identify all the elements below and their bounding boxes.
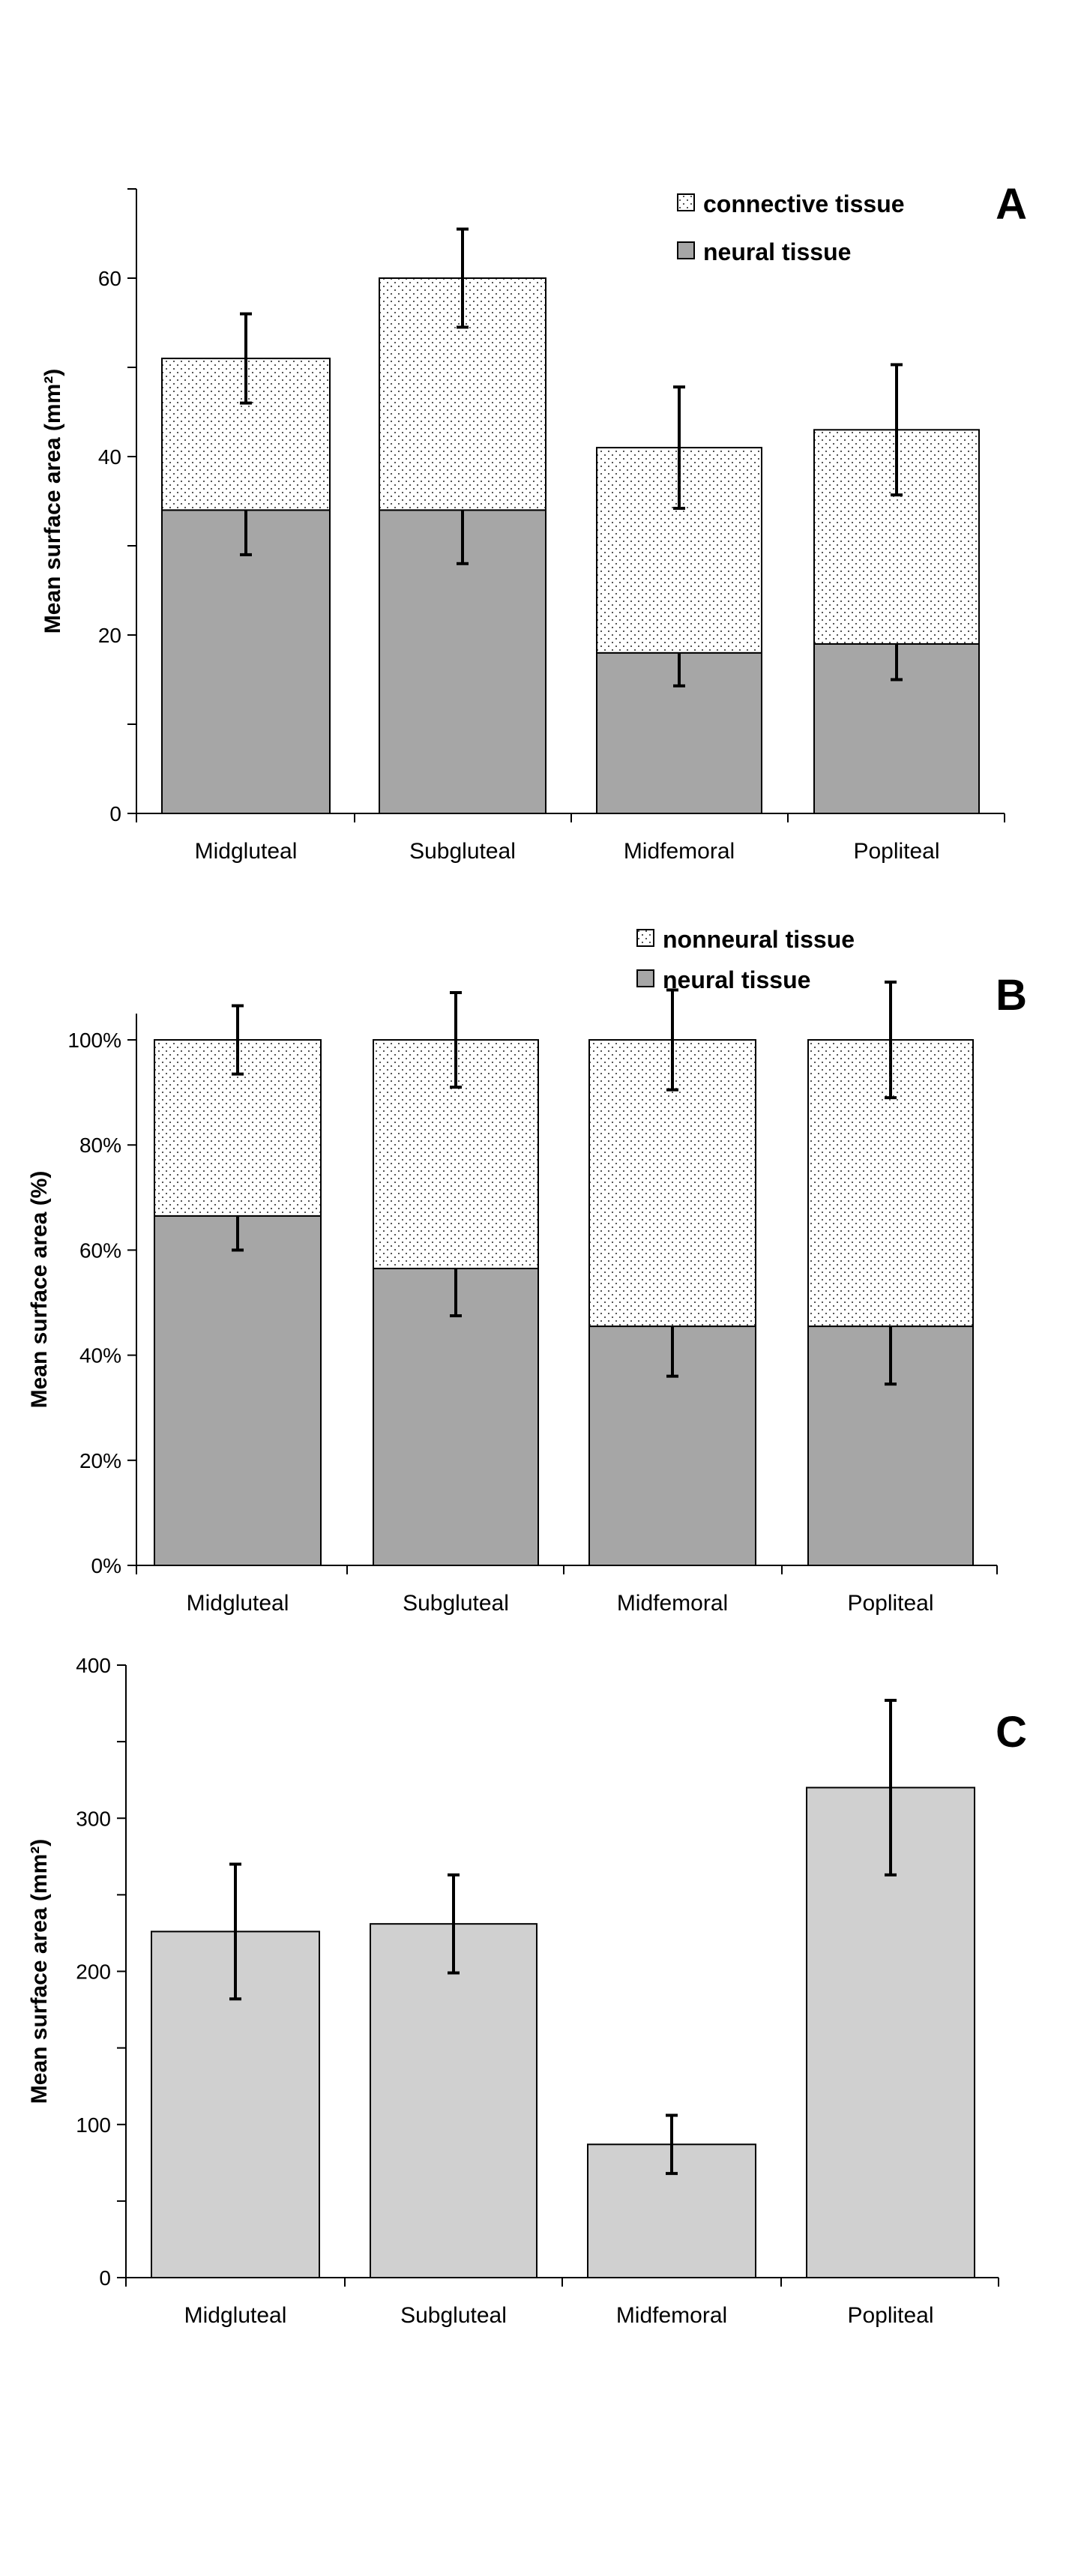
y-tick-label: 100% bbox=[67, 1029, 121, 1052]
panel-letter: C bbox=[996, 1708, 1027, 1757]
bar-neural-tissue-midgluteal bbox=[161, 509, 331, 815]
y-tick-label: 0 bbox=[99, 2266, 111, 2290]
y-tick-label: 0% bbox=[91, 1554, 121, 1577]
chart-panel-b: Midgluteal Subgluteal Midfemoral Popliteal 0… bbox=[27, 926, 1027, 1616]
error-bar bbox=[885, 1698, 897, 1877]
panel-letter: B bbox=[996, 971, 1027, 1020]
y-tick-label: 80% bbox=[79, 1134, 121, 1157]
legend-swatch bbox=[677, 241, 695, 259]
error-bar bbox=[666, 988, 678, 1092]
y-tick-label: 100 bbox=[76, 2113, 111, 2137]
y-tick-label: 0 bbox=[109, 802, 121, 825]
x-tick-label: Midfemoral bbox=[616, 2303, 727, 2328]
error-bar bbox=[457, 227, 469, 329]
x-tick-label: Midgluteal bbox=[195, 839, 298, 864]
y-tick-label: 40% bbox=[79, 1344, 121, 1367]
legend-label: nonneural tissue bbox=[663, 926, 855, 953]
legend-label: connective tissue bbox=[703, 190, 905, 217]
y-axis-label: Mean surface area (mm²) bbox=[40, 369, 65, 634]
error-bar bbox=[229, 1862, 241, 2001]
chart-panel-a: Midgluteal Subgluteal Midfemoral Popliteal 0… bbox=[40, 180, 1027, 864]
legend-item: neural tissue bbox=[677, 238, 851, 265]
legend-label: neural tissue bbox=[663, 966, 810, 993]
x-tick-label: Midgluteal bbox=[187, 1591, 289, 1616]
y-axis-label: Mean surface area (%) bbox=[27, 1171, 52, 1409]
bar-neural-tissue-subgluteal bbox=[373, 1267, 539, 1566]
x-tick-label: Subgluteal bbox=[403, 1591, 509, 1616]
x-tick-label: Midfemoral bbox=[617, 1591, 728, 1616]
error-bar bbox=[891, 363, 903, 497]
y-tick-label: 20% bbox=[79, 1449, 121, 1472]
error-bar bbox=[240, 312, 252, 405]
legend-item: nonneural tissue bbox=[636, 926, 855, 953]
y-tick-label: 20 bbox=[98, 624, 121, 647]
error-bar bbox=[673, 385, 685, 511]
y-tick-label: 60 bbox=[98, 267, 121, 290]
legend-swatch bbox=[636, 969, 654, 987]
y-tick-label: 60% bbox=[79, 1239, 121, 1262]
charts: Midgluteal Subgluteal Midfemoral Popliteal 0… bbox=[27, 180, 1027, 2328]
chart-panel-c: Midgluteal Subgluteal Midfemoral Popliteal 0… bbox=[27, 1654, 1027, 2328]
x-tick-label: Midgluteal bbox=[184, 2303, 287, 2328]
error-bar bbox=[450, 990, 462, 1089]
y-axis-label: Mean surface area (mm²) bbox=[27, 1839, 52, 2104]
error-bar bbox=[232, 1004, 244, 1076]
x-tick-label: Popliteal bbox=[853, 839, 939, 864]
y-tick-label: 200 bbox=[76, 1960, 111, 1984]
legend-label: neural tissue bbox=[703, 238, 851, 265]
legend-swatch bbox=[636, 929, 654, 947]
x-tick-label: Midfemoral bbox=[624, 839, 735, 864]
legend-swatch bbox=[677, 193, 695, 211]
x-tick-label: Subgluteal bbox=[409, 839, 516, 864]
y-tick-label: 300 bbox=[76, 1807, 111, 1830]
y-tick-label: 400 bbox=[76, 1654, 111, 1677]
x-tick-label: Popliteal bbox=[847, 2303, 933, 2328]
error-bar bbox=[448, 1873, 460, 1975]
legend-item: neural tissue bbox=[636, 966, 810, 993]
bar-neural-tissue-midgluteal bbox=[154, 1215, 322, 1567]
error-bar bbox=[666, 2113, 678, 2176]
x-tick-label: Popliteal bbox=[847, 1591, 933, 1616]
error-bar bbox=[885, 980, 897, 1100]
panel-letter: A bbox=[996, 180, 1027, 229]
bar-nonneural-tissue-subgluteal bbox=[373, 1039, 539, 1269]
x-tick-label: Subgluteal bbox=[400, 2303, 507, 2328]
legend-item: connective tissue bbox=[677, 190, 905, 217]
bar-value-subgluteal bbox=[370, 1923, 537, 2279]
y-tick-label: 40 bbox=[98, 445, 121, 469]
